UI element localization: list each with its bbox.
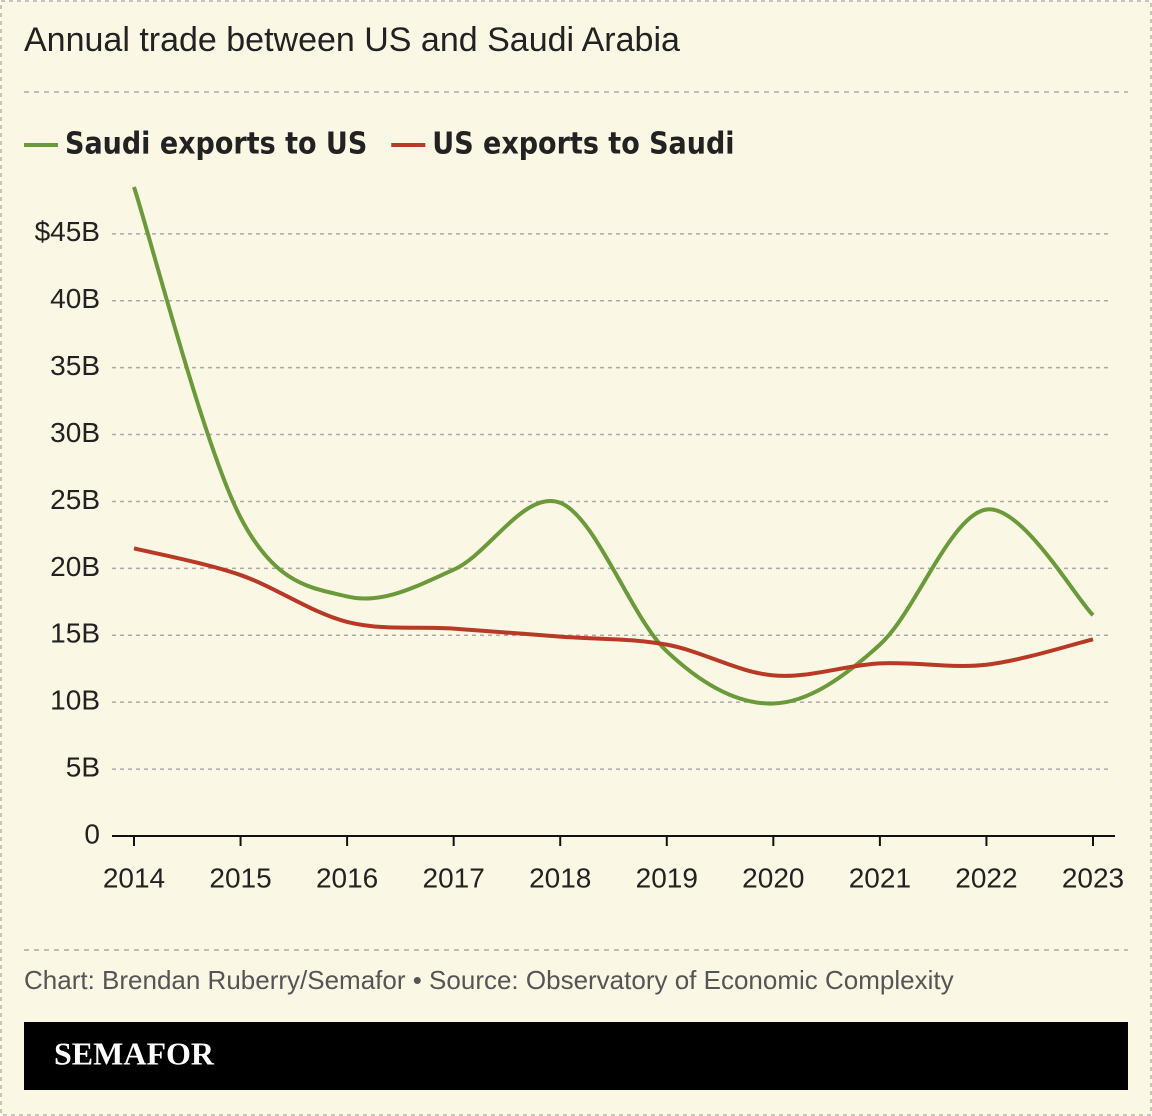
y-tick-label: 30B (50, 417, 100, 448)
x-tick-label: 2017 (423, 862, 485, 893)
chart-title: Annual trade between US and Saudi Arabia (24, 21, 680, 59)
y-tick-label: 5B (66, 751, 100, 782)
x-tick-label: 2019 (636, 862, 698, 893)
source-note: Chart: Brendan Ruberry/Semafor • Source:… (24, 965, 954, 995)
y-tick-label: $45B (35, 216, 100, 247)
y-tick-label: 25B (50, 484, 100, 515)
x-tick-label: 2020 (742, 862, 804, 893)
x-tick-label: 2023 (1062, 862, 1124, 893)
x-tick-label: 2018 (529, 862, 591, 893)
brand-bar (24, 1022, 1128, 1090)
line (132, 186, 1095, 706)
x-tick-label: 2021 (849, 862, 911, 893)
x-tick-label: 2016 (316, 862, 378, 893)
y-tick-label: 0 (84, 818, 100, 849)
y-tick-label: 15B (50, 618, 100, 649)
x-tick-label: 2014 (103, 862, 165, 893)
y-tick-label: 35B (50, 350, 100, 381)
legend-label: Saudi exports to US (65, 127, 367, 162)
legend-label: US exports to Saudi (432, 127, 734, 162)
y-tick-label: 10B (50, 685, 100, 716)
brand-logo: SEMAFOR (54, 1035, 215, 1071)
x-tick-label: 2022 (955, 862, 1017, 893)
line (133, 546, 1094, 678)
y-tick-label: 40B (50, 283, 100, 314)
y-tick-label: 20B (50, 551, 100, 582)
x-tick-label: 2015 (209, 862, 271, 893)
